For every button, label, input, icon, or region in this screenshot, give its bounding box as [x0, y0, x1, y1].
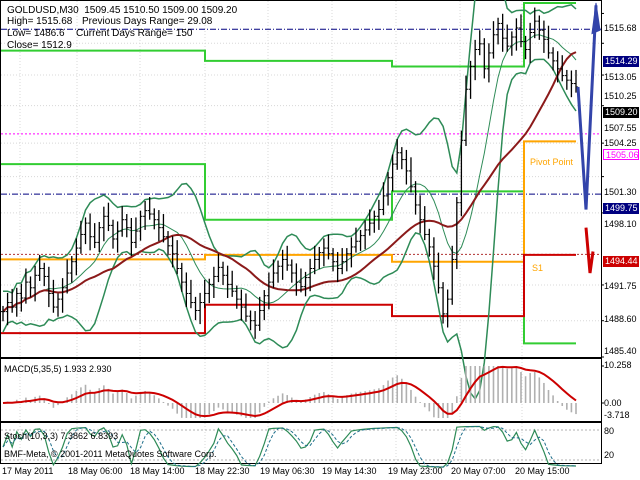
price-axis-tick: 1498.10 [604, 219, 637, 229]
time-axis-tick: 19 May 06:30 [260, 466, 315, 476]
current-price-label: 1509.20 [603, 107, 639, 118]
pivot-price-label: 1505.06 [603, 149, 639, 160]
red-level-price-label: 1494.44 [603, 256, 639, 267]
price-axis-tick: 1513.05 [604, 72, 637, 82]
stoch-axis-bottom: 20 [604, 450, 615, 460]
bollinger-upper-band [3, 0, 577, 294]
pivot-step-line [1, 140, 576, 263]
macd-frame [0, 358, 602, 422]
stoch-signal-line [2, 425, 577, 468]
price-axis-tick: 1504.25 [604, 138, 637, 148]
macd-title: MACD(5,35,5) 1.933 2.930 [4, 364, 112, 374]
time-axis-tick: 20 May 07:00 [451, 466, 506, 476]
price-axis-tick: 1491.75 [604, 281, 637, 291]
time-axis-tick: 18 May 22:30 [195, 466, 250, 476]
previous-days-range: Previous Days Range= 29.08 [82, 16, 213, 27]
time-axis-tick: 18 May 14:00 [130, 466, 185, 476]
price-axis-tick: 1515.68 [604, 23, 637, 33]
support-step-line [1, 253, 576, 335]
moving-average-line [2, 51, 577, 313]
high-value: High= 1515.68 [7, 16, 73, 27]
price-axis-tick: 1485.40 [604, 346, 637, 356]
price-axis-tick: 1501.30 [604, 187, 637, 197]
symbol-title: GOLDUSD,M30 1509.45 1510.50 1509.00 1509… [7, 5, 238, 16]
stoch-axis-top: 80 [604, 426, 615, 436]
price-axis-tick: 1510.25 [604, 91, 637, 101]
current-days-range: Current Days Range= 150 [76, 28, 193, 39]
close-value: Close= 1512.9 [7, 40, 72, 51]
stoch-main-line [2, 425, 577, 468]
macd-axis-bottom: -3.718 [604, 410, 630, 420]
main-chart-frame [0, 0, 602, 358]
macd-axis-zero: 0.00 [604, 398, 622, 408]
daily-high-line [1, 2, 576, 68]
stoch-frame [0, 422, 602, 464]
daily-low-line [1, 163, 576, 345]
copyright-text: BMF-Meta, © 2001-2011 MetaQuotes Softwar… [4, 449, 217, 459]
low-value: Low= 1486.6 [7, 28, 65, 39]
stoch-title: Stoch(10,3,3) 7.3862 6.8393 [4, 431, 119, 441]
macd-axis-top: 10.258 [604, 360, 632, 370]
time-axis-tick: 18 May 06:00 [68, 466, 123, 476]
price-axis-tick: 1507.55 [604, 123, 637, 133]
pivot-point-annotation: Pivot Point [530, 157, 574, 167]
projection-up-line [576, 5, 598, 210]
support-price-label: 1499.75 [603, 203, 639, 214]
projection-up-arrow [591, 2, 601, 35]
resistance-price-label: 1514.29 [603, 56, 639, 67]
price-axis-tick: 1488.60 [604, 314, 637, 324]
time-axis-tick: 19 May 23:00 [388, 466, 443, 476]
projection-down-line [584, 227, 595, 274]
macd-signal-line [2, 365, 577, 418]
time-axis-tick: 17 May 2011 [2, 466, 54, 476]
time-axis-tick: 19 May 14:30 [322, 466, 377, 476]
time-axis-tick: 20 May 15:00 [515, 466, 570, 476]
s1-annotation: S1 [532, 263, 544, 273]
